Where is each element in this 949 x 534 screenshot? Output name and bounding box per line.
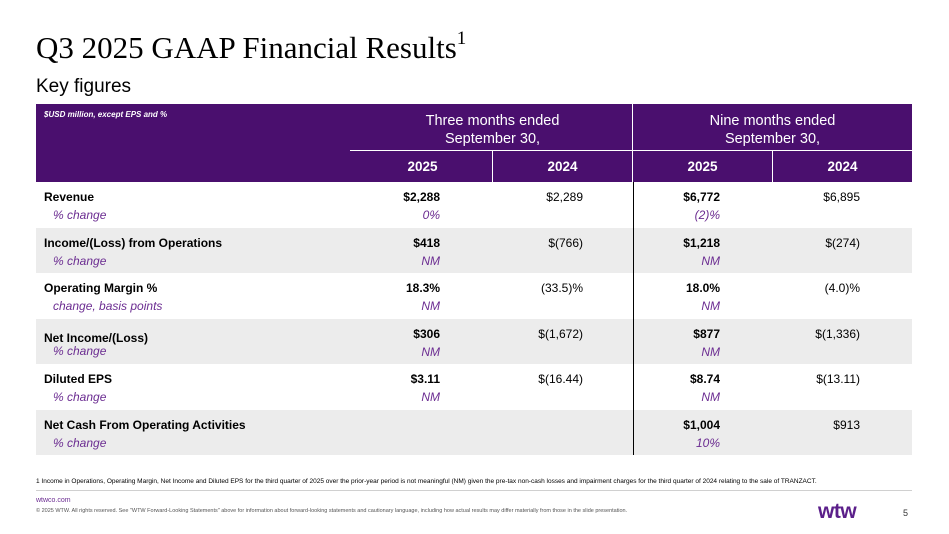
cell-change: (2)% bbox=[694, 208, 720, 222]
cell-value: $3.11 bbox=[410, 372, 440, 386]
row-sublabel: % change bbox=[53, 343, 107, 358]
period-divider bbox=[633, 182, 634, 455]
cell-value: (33.5)% bbox=[540, 281, 583, 295]
unit-note: $USD million, except EPS and % bbox=[44, 110, 168, 119]
cell-change: NM bbox=[421, 253, 440, 268]
cell-change: NM bbox=[701, 344, 720, 359]
year-header: 2024 bbox=[827, 159, 858, 174]
cell-change: NM bbox=[421, 390, 440, 404]
financial-results-table: $USD million, except EPS and % Three mon… bbox=[36, 104, 912, 455]
row-sublabel: % change bbox=[53, 435, 107, 450]
cell-change: 0% bbox=[422, 208, 440, 222]
row-sublabel: change, basis points bbox=[53, 299, 163, 313]
footnote: 1 Income in Operations, Operating Margin… bbox=[36, 478, 817, 485]
row-sublabel: % change bbox=[53, 253, 107, 268]
header-col-divider bbox=[492, 150, 493, 182]
row-label: Net Income/(Loss) bbox=[44, 330, 149, 345]
cell-value: $(16.44) bbox=[538, 372, 583, 386]
table-row-diluted-eps: Diluted EPS % change $3.11 $(16.44) $8.7… bbox=[36, 364, 912, 410]
cell-change: NM bbox=[701, 253, 720, 268]
row-label: Diluted EPS bbox=[44, 372, 113, 386]
header-divider bbox=[350, 150, 912, 151]
row-sublabel: % change bbox=[53, 208, 107, 222]
cell-value: $913 bbox=[833, 417, 860, 432]
wtw-logo: wtw bbox=[818, 500, 857, 523]
table-row-operating-margin: Operating Margin % change, basis points … bbox=[36, 273, 912, 319]
table-row-net-cash: Net Cash From Operating Activities % cha… bbox=[36, 409, 912, 455]
year-header: 2025 bbox=[407, 159, 438, 174]
cell-change: NM bbox=[421, 299, 440, 313]
header-three-months: Three months ended September 30, bbox=[425, 113, 560, 147]
row-label: Income/(Loss) from Operations bbox=[44, 235, 223, 250]
cell-value: $8.74 bbox=[689, 372, 720, 386]
header-nine-months: Nine months ended September 30, bbox=[709, 113, 836, 147]
title-footnote-marker: 1 bbox=[456, 28, 467, 49]
cell-value: $306 bbox=[413, 326, 440, 341]
cell-value: $6,895 bbox=[823, 190, 860, 204]
cell-value: $418 bbox=[413, 235, 440, 250]
cell-value: $(13.11) bbox=[816, 372, 860, 386]
footer-url[interactable]: wtwco.com bbox=[36, 497, 71, 504]
cell-change: 10% bbox=[695, 435, 720, 450]
cell-value: $(1,672) bbox=[538, 326, 583, 341]
year-header: 2025 bbox=[687, 159, 718, 174]
table-row-revenue: Revenue % change $2,288 $2,289 $6,772 $6… bbox=[36, 182, 912, 228]
year-header: 2024 bbox=[547, 159, 578, 174]
cell-value: $1,218 bbox=[683, 235, 720, 250]
cell-value: (4.0)% bbox=[824, 281, 860, 295]
page-number: 5 bbox=[903, 508, 909, 518]
header-group-divider bbox=[632, 104, 633, 182]
cell-value: $(1,336) bbox=[815, 326, 860, 341]
table-row-income-operations: Income/(Loss) from Operations % change $… bbox=[36, 227, 912, 273]
page-title: Q3 2025 GAAP Financial Results1 bbox=[36, 28, 467, 65]
cell-value: $2,289 bbox=[546, 190, 583, 204]
cell-value: 18.3% bbox=[405, 281, 440, 295]
cell-value: $(274) bbox=[825, 235, 860, 250]
cell-change: NM bbox=[701, 299, 720, 313]
row-label: Revenue bbox=[44, 190, 95, 204]
cell-value: $6,772 bbox=[683, 190, 720, 204]
table-row-net-income: Net Income/(Loss) % change $306 $(1,672)… bbox=[36, 318, 912, 364]
cell-change: NM bbox=[421, 344, 440, 359]
table-header: $USD million, except EPS and % Three mon… bbox=[36, 104, 912, 182]
cell-value: $(766) bbox=[548, 235, 583, 250]
cell-value: 18.0% bbox=[685, 281, 720, 295]
row-label: Net Cash From Operating Activities bbox=[44, 417, 246, 432]
copyright-text: © 2025 WTW. All rights reserved. See "WT… bbox=[36, 508, 628, 514]
page-subtitle: Key figures bbox=[36, 76, 132, 97]
cell-change: NM bbox=[701, 390, 720, 404]
cell-value: $1,004 bbox=[683, 417, 720, 432]
row-sublabel: % change bbox=[53, 390, 107, 404]
row-label: Operating Margin % bbox=[44, 281, 158, 295]
header-col-divider bbox=[772, 150, 773, 182]
cell-value: $2,288 bbox=[403, 190, 440, 204]
cell-value: $877 bbox=[693, 326, 720, 341]
footer-divider bbox=[36, 490, 912, 491]
